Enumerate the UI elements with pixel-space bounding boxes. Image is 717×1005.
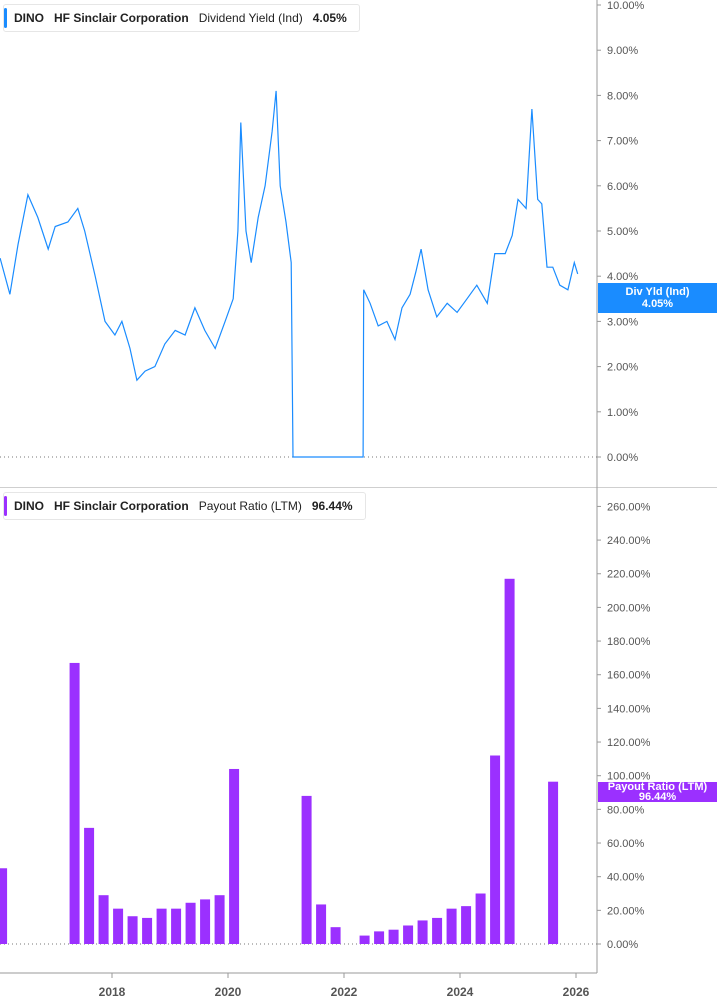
yield-y-tick-label: 4.00% (607, 271, 638, 283)
payout-bar (142, 917, 153, 944)
payout-bar (374, 931, 385, 944)
payout-value-flag: Payout Ratio (LTM) 96.44% (598, 781, 717, 803)
payout-bar (84, 827, 95, 944)
yield-y-tick-label: 3.00% (607, 316, 638, 328)
payout-bar (69, 662, 80, 944)
payout-y-tick-label: 140.00% (607, 703, 651, 715)
payout-bar (417, 920, 428, 944)
yield-company: HF Sinclair Corporation (54, 11, 189, 25)
payout-bar (127, 916, 138, 944)
payout-bar (171, 908, 182, 944)
payout-y-tick-label: 40.00% (607, 872, 645, 884)
payout-bar (98, 895, 109, 944)
payout-value: 96.44% (311, 499, 353, 513)
yield-legend: DINO HF Sinclair Corporation Dividend Yi… (3, 4, 360, 32)
payout-bar (229, 768, 240, 944)
payout-y-tick-label: 200.00% (607, 602, 651, 614)
payout-bar (504, 578, 515, 944)
payout-ticker: DINO (14, 499, 44, 513)
payout-y-tick-label: 240.00% (607, 535, 651, 547)
x-tick-label: 2022 (331, 985, 358, 999)
payout-bar (490, 755, 501, 944)
payout-y-tick-label: 160.00% (607, 670, 651, 682)
payout-bar (0, 868, 8, 944)
payout-bar (359, 935, 370, 944)
yield-y-tick-label: 10.00% (607, 0, 645, 12)
payout-company: HF Sinclair Corporation (54, 499, 189, 513)
payout-bar (330, 927, 341, 944)
yield-y-tick-label: 5.00% (607, 226, 638, 238)
yield-y-tick-label: 0.00% (607, 452, 638, 464)
payout-y-tick-label: 20.00% (607, 905, 645, 917)
payout-legend: DINO HF Sinclair Corporation Payout Rati… (3, 492, 366, 520)
x-tick-label: 2026 (563, 985, 590, 999)
x-tick-label: 2024 (447, 985, 474, 999)
yield-y-tick-label: 7.00% (607, 136, 638, 148)
yield-legend-color (4, 8, 7, 28)
yield-flag-label: Div Yld (Ind) (625, 286, 690, 298)
payout-flag-value: 96.44% (638, 791, 677, 803)
payout-flag-label: Payout Ratio (LTM) (607, 781, 708, 793)
payout-bar (461, 906, 472, 944)
payout-bar (446, 908, 457, 944)
payout-legend-color (4, 496, 7, 516)
payout-y-tick-label: 0.00% (607, 939, 638, 951)
payout-y-tick-label: 180.00% (607, 636, 651, 648)
payout-y-tick-label: 120.00% (607, 737, 651, 749)
x-tick-label: 2018 (99, 985, 126, 999)
payout-metric: Payout Ratio (LTM) (198, 499, 302, 513)
yield-metric: Dividend Yield (Ind) (198, 11, 303, 25)
payout-y-tick-label: 80.00% (607, 804, 645, 816)
yield-y-tick-label: 2.00% (607, 362, 638, 374)
payout-y-tick-label: 260.00% (607, 501, 651, 513)
yield-value: 4.05% (312, 11, 347, 25)
payout-bar (475, 893, 486, 944)
yield-ticker: DINO (14, 11, 44, 25)
payout-bar (316, 904, 327, 944)
yield-value-flag: Div Yld (Ind) 4.05% (598, 283, 717, 313)
yield-y-tick-label: 9.00% (607, 45, 638, 57)
payout-bar (214, 895, 225, 944)
payout-bar (200, 899, 211, 944)
payout-bar (432, 917, 443, 944)
yield-y-tick-label: 1.00% (607, 407, 638, 419)
yield-y-tick-label: 8.00% (607, 90, 638, 102)
payout-y-tick-label: 60.00% (607, 838, 645, 850)
x-tick-label: 2020 (215, 985, 242, 999)
payout-y-tick-label: 220.00% (607, 569, 651, 581)
payout-bar (548, 781, 559, 944)
yield-flag-value: 4.05% (641, 298, 674, 310)
yield-y-tick-label: 6.00% (607, 181, 638, 193)
payout-bar (156, 908, 167, 944)
payout-bar (301, 795, 312, 944)
payout-bar (388, 929, 399, 944)
payout-bar (185, 902, 196, 944)
payout-bar (113, 908, 124, 944)
payout-y-tick-label: 100.00% (607, 771, 651, 783)
payout-bar (403, 925, 414, 944)
yield-line (0, 90, 579, 458)
